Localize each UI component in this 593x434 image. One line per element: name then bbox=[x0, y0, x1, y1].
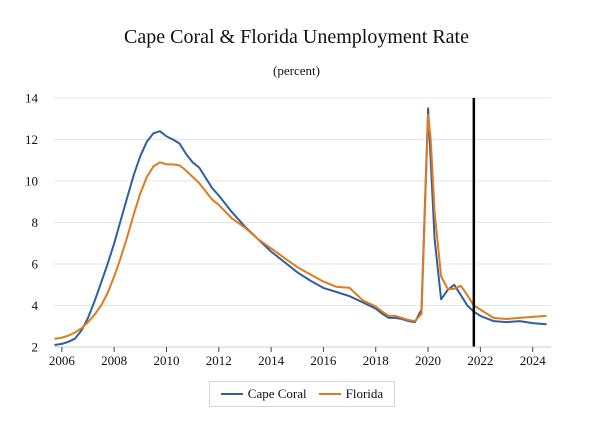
y-tick-label: 14 bbox=[25, 91, 39, 106]
x-tick-label: 2008 bbox=[101, 353, 127, 368]
x-tick-label: 2018 bbox=[363, 353, 389, 368]
y-tick-label: 8 bbox=[32, 215, 39, 230]
legend-item-cape-coral: Cape Coral bbox=[220, 386, 307, 402]
series-line-cape-coral bbox=[54, 107, 547, 346]
legend-swatch-florida bbox=[318, 393, 341, 395]
x-tick-label: 2022 bbox=[467, 353, 493, 368]
legend-swatch-cape-coral bbox=[220, 393, 243, 395]
legend-label-cape-coral: Cape Coral bbox=[247, 386, 307, 401]
legend: Cape Coral Florida bbox=[209, 381, 395, 407]
series-lines bbox=[54, 107, 547, 346]
x-tick-label: 2012 bbox=[206, 353, 232, 368]
legend-item-florida: Florida bbox=[318, 386, 384, 402]
x-tick-label: 2014 bbox=[258, 353, 285, 368]
x-tick-label: 2010 bbox=[153, 353, 179, 368]
x-tick-label: 2016 bbox=[310, 353, 337, 368]
x-tick-label: 2020 bbox=[415, 353, 441, 368]
series-line-florida bbox=[54, 113, 547, 340]
y-tick-label: 10 bbox=[25, 174, 38, 189]
y-tick-label: 6 bbox=[32, 257, 39, 272]
x-tick-label: 2024 bbox=[520, 353, 547, 368]
y-tick-label: 12 bbox=[25, 132, 38, 147]
y-tick-label: 4 bbox=[32, 298, 39, 313]
axes: 2 4 6 8 10 12 14 2006 2008 2010 2012 2014 2016 2018 20… bbox=[25, 91, 551, 368]
chart-subtitle: (percent) bbox=[273, 63, 320, 78]
legend-label-florida: Florida bbox=[345, 386, 384, 401]
gridlines bbox=[54, 97, 551, 306]
x-tick-label: 2006 bbox=[49, 353, 76, 368]
chart-title: Cape Coral & Florida Unemployment Rate bbox=[124, 26, 469, 48]
y-tick-label: 2 bbox=[32, 340, 39, 355]
